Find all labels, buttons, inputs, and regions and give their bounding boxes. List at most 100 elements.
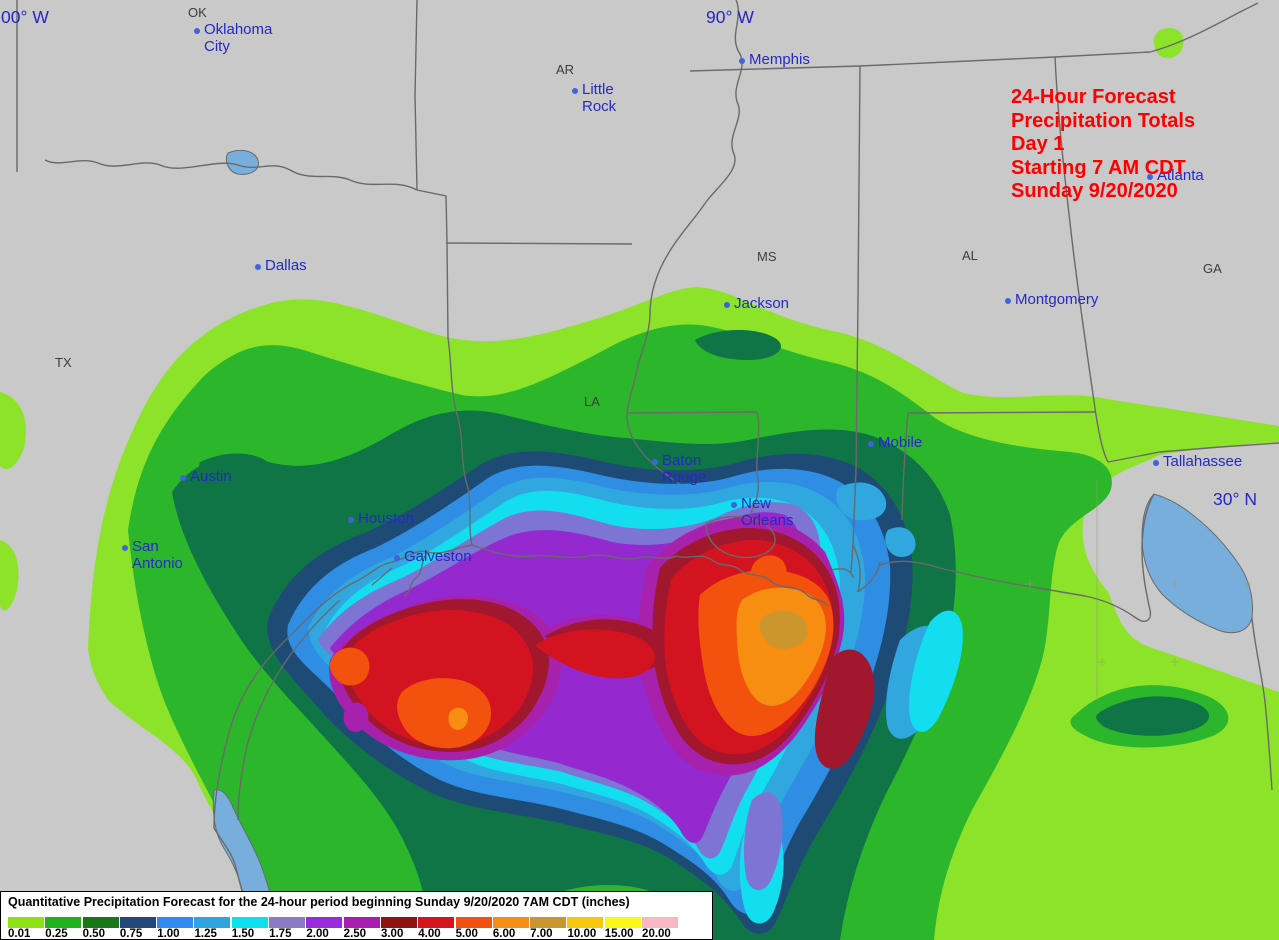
city-label: Little Rock xyxy=(582,81,617,115)
legend-swatch xyxy=(455,917,492,928)
state-label-ms: MS xyxy=(757,249,777,264)
mississippi-river xyxy=(626,0,743,485)
red-river xyxy=(44,159,418,191)
city-label: Memphis xyxy=(749,51,810,68)
state-label-ga: GA xyxy=(1203,261,1222,276)
legend-swatch xyxy=(82,917,119,928)
city-label: New Orleans xyxy=(741,495,794,529)
legend-value: 3.00 xyxy=(380,928,404,940)
legend-swatch xyxy=(418,917,455,928)
legend-value: 2.50 xyxy=(343,928,367,940)
precipitation-contours xyxy=(0,27,1279,940)
border-ok-ar xyxy=(414,0,418,191)
legend-value: 0.25 xyxy=(45,928,68,940)
city-dot xyxy=(348,517,354,523)
legend-swatch xyxy=(343,917,380,928)
border-tx-east xyxy=(416,189,473,546)
gulf-coastline-east xyxy=(831,493,1273,791)
legend-value: 10.00 xyxy=(567,928,597,940)
legend-swatch xyxy=(269,917,306,928)
lake-texoma xyxy=(225,149,259,175)
city-dot xyxy=(255,264,261,270)
legend-value: 0.50 xyxy=(82,928,105,940)
state-label-ar: AR xyxy=(556,62,575,77)
graticule-label-30n: 30° N xyxy=(1213,489,1257,509)
legend-value: 4.00 xyxy=(418,928,441,940)
forecast-title-line: Precipitation Totals xyxy=(1011,109,1196,132)
legend-box: Quantitative Precipitation Forecast for … xyxy=(0,891,713,940)
forecast-title: 24-Hour Forecast Precipitation Totals Da… xyxy=(1011,86,1195,204)
map-borders xyxy=(16,0,1279,940)
legend-swatch xyxy=(530,917,567,928)
legend-swatch xyxy=(306,917,343,928)
lake-pontchartrain xyxy=(705,515,776,559)
city-label: Atlanta xyxy=(1157,167,1204,184)
legend-value: 15.00 xyxy=(604,928,634,940)
legend-value: 1.25 xyxy=(194,928,217,940)
forecast-title-line: Sunday 9/20/2020 xyxy=(1011,180,1178,202)
graticule-marks xyxy=(1026,480,1251,700)
legend-swatch xyxy=(45,917,82,928)
legend-swatch xyxy=(604,917,641,928)
legend-swatch xyxy=(380,917,417,928)
legend-value: 6.00 xyxy=(492,928,516,940)
city-dot xyxy=(1147,174,1153,180)
graticule-label-90w: 90° W xyxy=(706,7,754,27)
border-al-fl xyxy=(901,411,1097,521)
state-label-ok: OK xyxy=(188,5,207,20)
city-dot xyxy=(572,88,578,94)
city-label: Mobile xyxy=(878,434,923,451)
legend-swatch xyxy=(642,917,679,928)
legend-value: 0.75 xyxy=(119,928,143,940)
city-label: Baton Rouge xyxy=(662,452,707,486)
city-dot xyxy=(652,459,658,465)
legend-title: Quantitative Precipitation Forecast for … xyxy=(8,895,630,909)
city-dot xyxy=(1153,460,1159,466)
border-ms-al xyxy=(850,65,861,573)
legend-value: 0.01 xyxy=(8,928,31,940)
legend-value: 5.00 xyxy=(455,928,478,940)
city-dot xyxy=(394,555,400,561)
state-label-al: AL xyxy=(962,248,978,263)
border-ga-fl xyxy=(1107,442,1279,463)
border-tn-line xyxy=(689,2,1259,72)
forecast-title-line: Day 1 xyxy=(1011,133,1065,155)
legend-value: 20.00 xyxy=(642,928,671,940)
legend-swatch xyxy=(567,917,604,928)
city-label: Tallahassee xyxy=(1163,453,1243,470)
louisiana-coastline xyxy=(471,544,829,607)
city-dot xyxy=(180,475,186,481)
city-label: Houston xyxy=(358,510,414,527)
legend-value: 1.50 xyxy=(231,928,255,940)
city-dot xyxy=(122,545,128,551)
city-label: San Antonio xyxy=(132,538,183,572)
forecast-title-line: 24-Hour Forecast xyxy=(1011,86,1176,108)
graticule-label-100w: 00° W xyxy=(1,7,49,27)
city-label: Austin xyxy=(190,468,232,485)
city-label: Dallas xyxy=(265,257,307,274)
legend-swatch xyxy=(8,917,44,928)
legend-value-row: 0.01 0.25 0.50 0.75 1.00 1.25 1.50 1.75 … xyxy=(8,928,679,940)
legend-value: 1.75 xyxy=(269,928,292,940)
city-dot xyxy=(724,302,730,308)
city-label: Galveston xyxy=(404,548,472,565)
forecast-title-line: Starting 7 AM CDT xyxy=(1011,156,1186,179)
legend-swatch xyxy=(194,917,231,928)
city-label: Oklahoma City xyxy=(204,21,273,55)
legend-swatch xyxy=(119,917,156,928)
legend-swatch xyxy=(157,917,194,928)
legend-value: 1.00 xyxy=(157,928,180,940)
city-label: Jackson xyxy=(734,295,790,312)
texas-coastline xyxy=(213,544,473,940)
city-dot xyxy=(1005,298,1011,304)
state-label-la: LA xyxy=(584,394,600,409)
legend-value: 2.00 xyxy=(306,928,329,940)
city-dot xyxy=(731,502,737,508)
state-label-tx: TX xyxy=(55,355,72,370)
city-dot xyxy=(739,58,745,64)
barrier-islands xyxy=(237,551,429,821)
city-dot xyxy=(868,441,874,447)
border-ar-la xyxy=(445,242,633,245)
